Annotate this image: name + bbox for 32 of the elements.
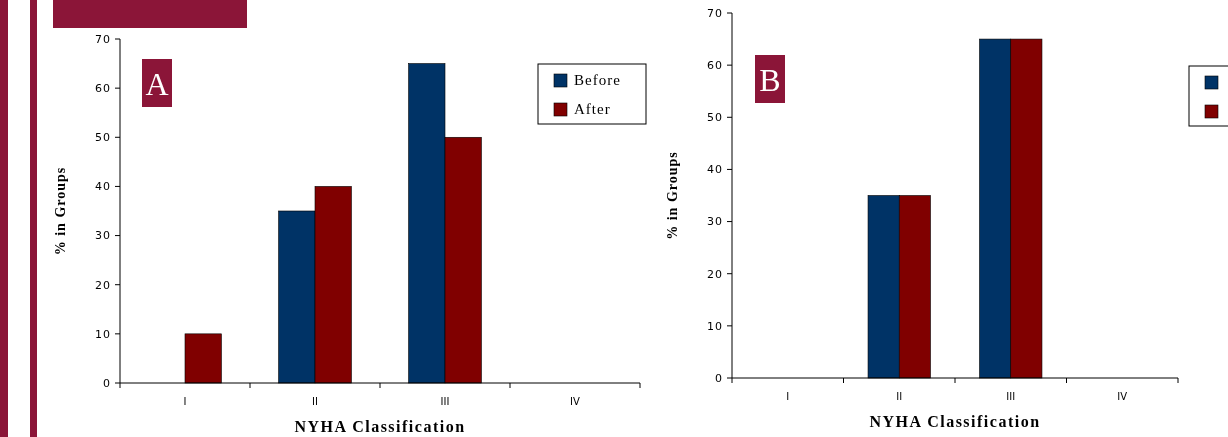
y-tick-label: 50 bbox=[707, 111, 723, 125]
x-tick-label: II bbox=[312, 396, 318, 407]
y-tick-label: 70 bbox=[95, 32, 111, 46]
x-tick-label: II bbox=[896, 391, 903, 402]
y-tick-label: 0 bbox=[103, 376, 111, 390]
y-axis-title: % in Groups bbox=[665, 151, 680, 240]
y-tick-label: 40 bbox=[95, 180, 111, 194]
x-tick-label: I bbox=[183, 396, 187, 407]
x-tick-label: III bbox=[440, 396, 450, 407]
x-tick-label: I bbox=[786, 391, 790, 402]
y-axis-title: % in Groups bbox=[53, 166, 68, 256]
y-tick-label: 30 bbox=[95, 229, 111, 243]
x-axis-title: NYHA Classification bbox=[294, 418, 466, 435]
legend-label: After bbox=[574, 101, 611, 117]
x-axis-title: NYHA Classification bbox=[869, 413, 1041, 430]
y-tick-label: 60 bbox=[95, 81, 111, 95]
y-tick-label: 20 bbox=[707, 267, 723, 281]
y-tick-label: 70 bbox=[707, 6, 723, 20]
x-tick-label: III bbox=[1006, 391, 1016, 402]
y-tick-label: 0 bbox=[715, 371, 723, 385]
x-tick-label: IV bbox=[570, 396, 581, 407]
y-tick-label: 40 bbox=[707, 163, 723, 177]
y-tick-label: 50 bbox=[95, 131, 111, 145]
x-tick-label: IV bbox=[1117, 391, 1128, 402]
y-tick-label: 20 bbox=[95, 278, 111, 292]
annotation: A bbox=[145, 66, 169, 102]
y-tick-label: 10 bbox=[707, 319, 723, 333]
y-tick-label: 10 bbox=[95, 327, 111, 341]
annotation: B bbox=[759, 62, 781, 98]
y-tick-label: 60 bbox=[707, 58, 723, 72]
legend-label: Before bbox=[574, 72, 621, 88]
y-tick-label: 30 bbox=[707, 215, 723, 229]
